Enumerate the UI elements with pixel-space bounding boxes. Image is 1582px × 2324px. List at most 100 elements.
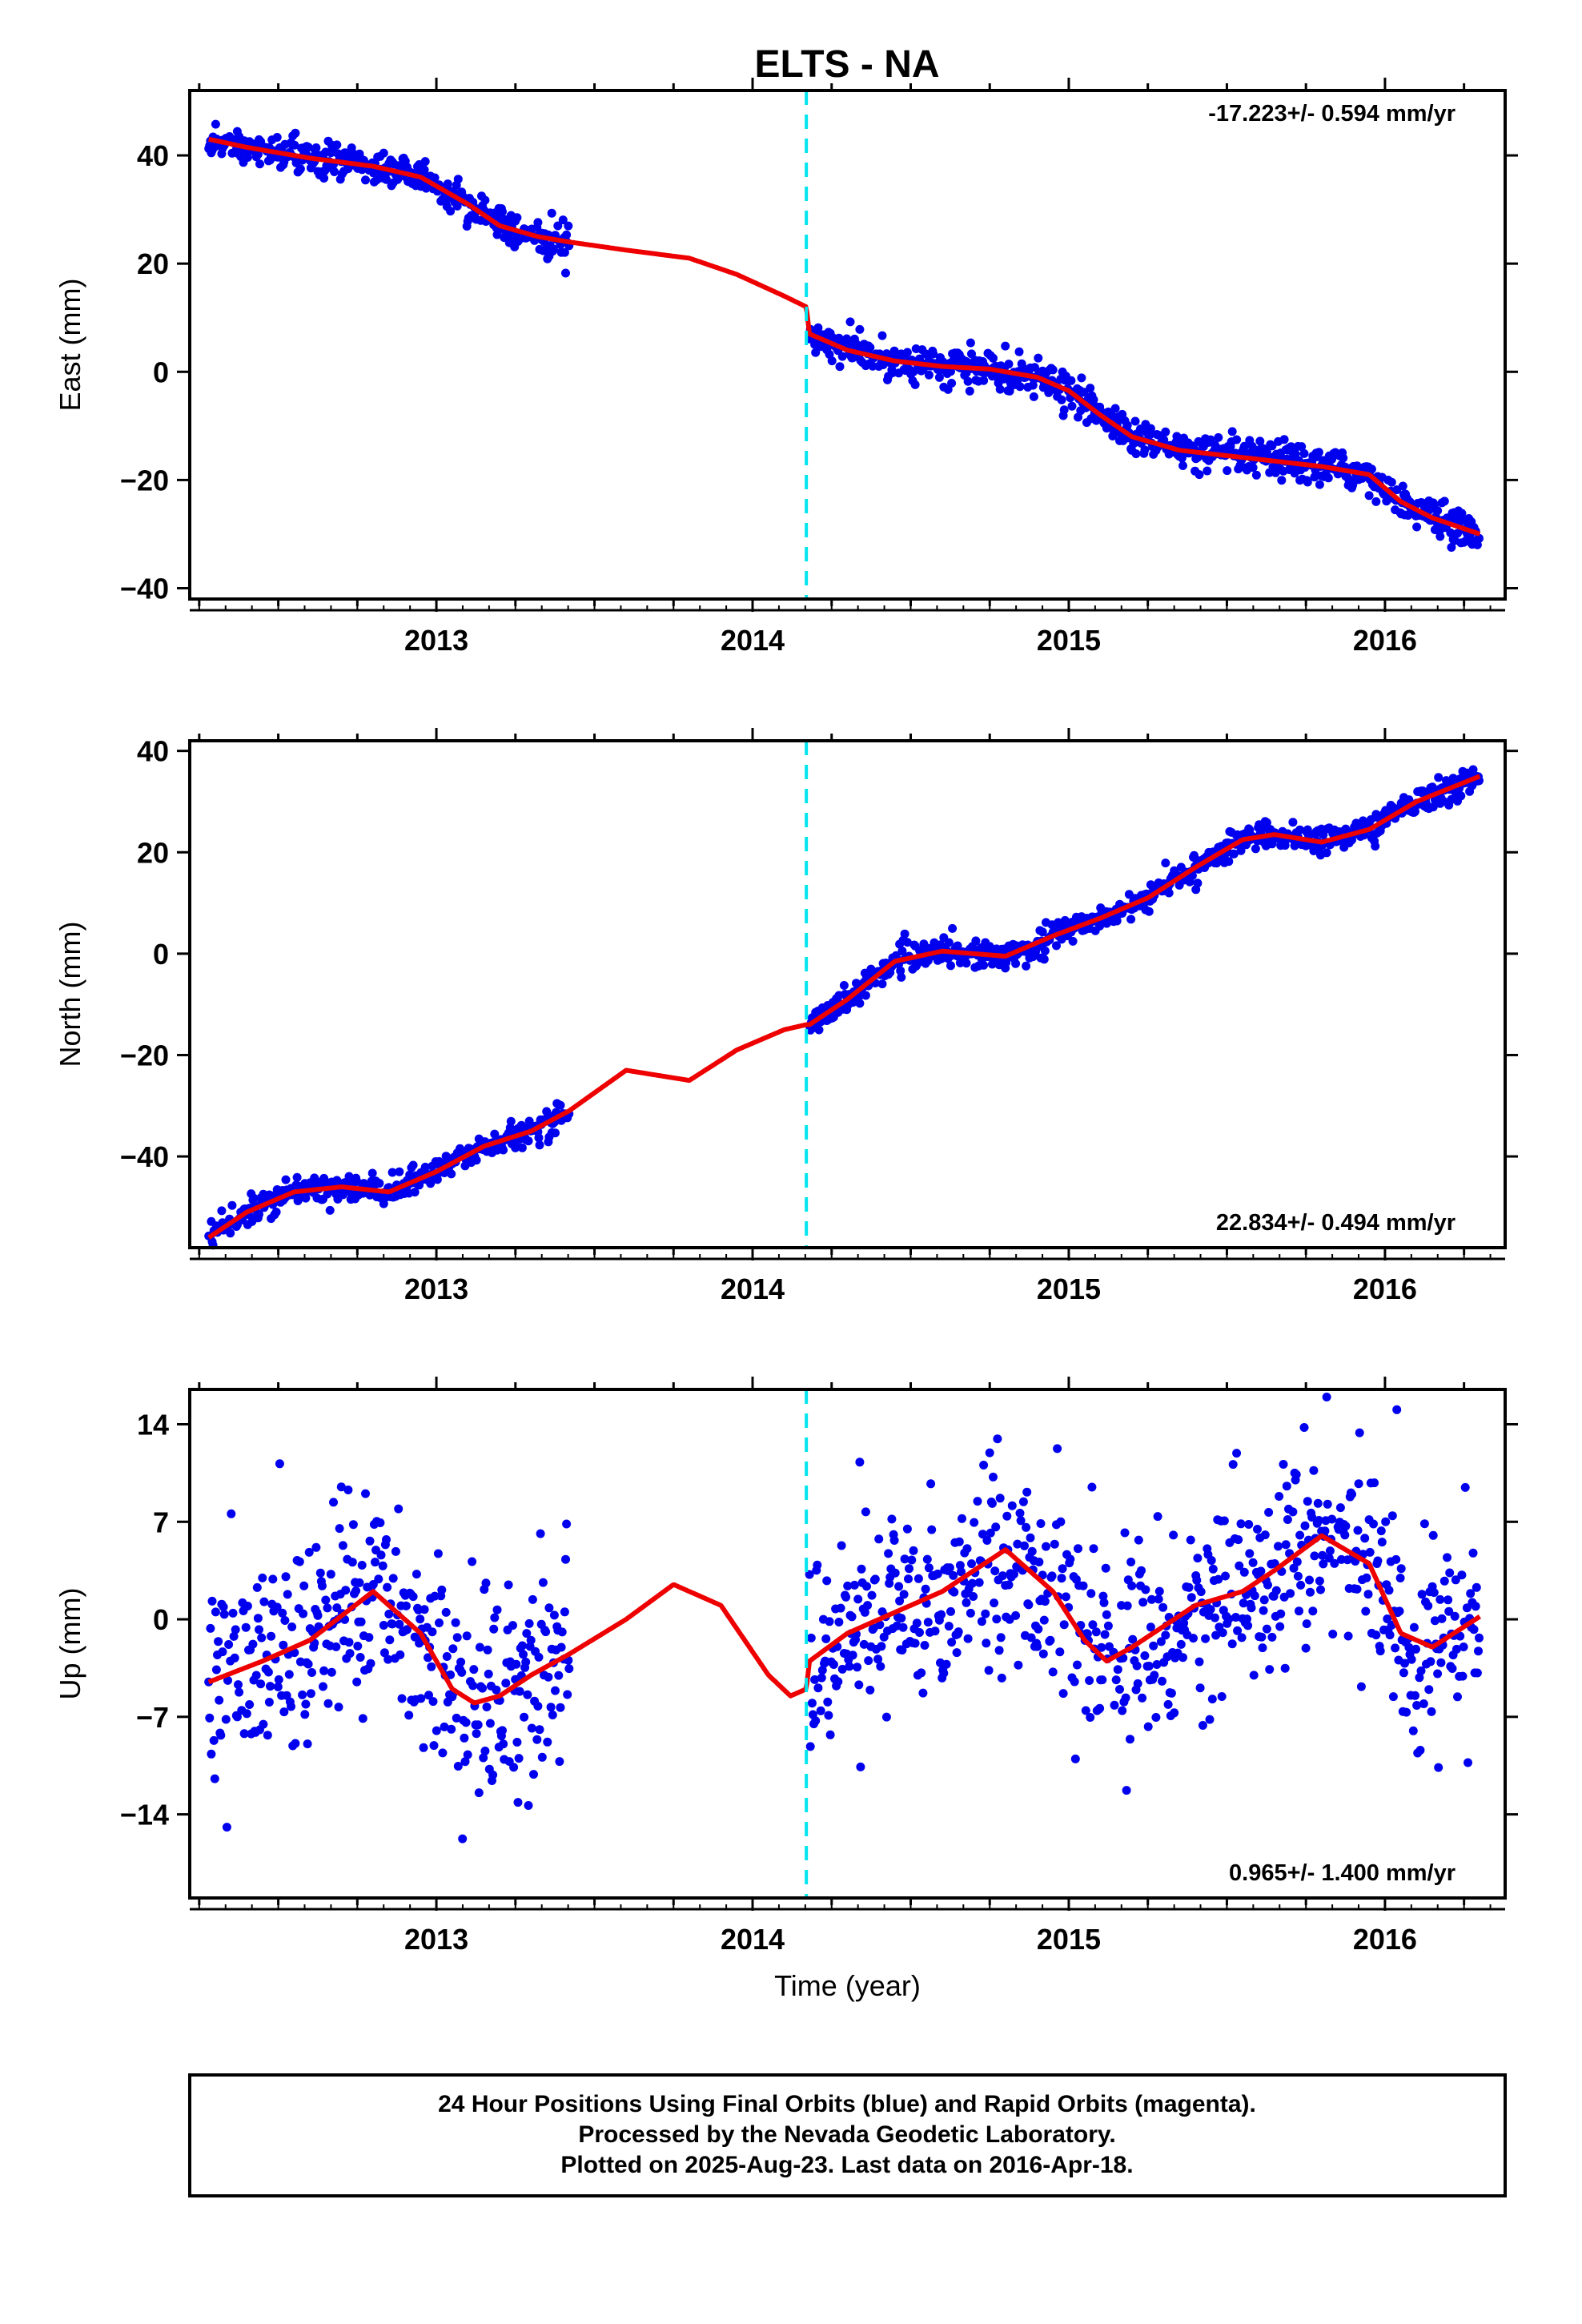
data-point: [1133, 1679, 1142, 1688]
data-point: [962, 1598, 971, 1607]
data-point: [313, 1610, 323, 1620]
data-point: [805, 1570, 814, 1579]
data-point: [1033, 1642, 1042, 1651]
data-point: [947, 379, 957, 388]
data-point: [1408, 1726, 1418, 1735]
data-point: [522, 1629, 532, 1638]
data-point: [1443, 1595, 1453, 1605]
data-point: [1306, 1587, 1315, 1597]
model-curve: [207, 1533, 1481, 1706]
data-point: [912, 1618, 921, 1628]
data-point: [1029, 392, 1038, 401]
data-point: [311, 1542, 321, 1552]
data-point: [383, 1655, 393, 1664]
data-point: [1265, 1665, 1275, 1675]
data-point: [948, 923, 958, 933]
data-point: [1429, 1588, 1439, 1598]
data-point: [847, 1612, 857, 1622]
data-point: [524, 1801, 533, 1810]
data-point: [1034, 1624, 1043, 1634]
data-point: [446, 207, 456, 216]
data-point: [384, 1610, 394, 1618]
data-point: [1189, 1634, 1198, 1643]
data-point: [1314, 448, 1323, 457]
data-point: [395, 1167, 404, 1176]
data-point: [452, 1713, 461, 1723]
data-point: [420, 1605, 429, 1614]
data-point: [492, 230, 502, 239]
data-point: [1058, 1564, 1067, 1574]
data-point: [1024, 1600, 1034, 1610]
data-point: [249, 1193, 259, 1203]
data-point: [835, 362, 845, 372]
y-tick-label: 20: [137, 836, 169, 869]
data-point: [1297, 442, 1307, 452]
data-point: [1407, 1655, 1416, 1664]
data-point: [1067, 401, 1077, 411]
data-point: [263, 1731, 272, 1740]
data-point: [376, 1550, 386, 1560]
data-point: [971, 936, 981, 946]
data-point: [967, 1559, 976, 1569]
data-point: [1001, 341, 1010, 351]
data-point: [1147, 1594, 1156, 1604]
footer-frame: [188, 2073, 1507, 2197]
data-point: [989, 1472, 998, 1482]
data-point: [429, 1741, 439, 1751]
data-point: [1161, 1630, 1170, 1640]
data-point: [253, 1614, 263, 1623]
data-point: [424, 1691, 433, 1700]
data-point: [345, 1649, 355, 1659]
data-point: [857, 1564, 866, 1574]
data-point: [837, 1664, 847, 1674]
data-point: [1150, 1671, 1159, 1680]
data-point: [1089, 1544, 1098, 1554]
data-point: [1412, 1701, 1422, 1710]
data-point: [1352, 1584, 1362, 1594]
data-point: [437, 1585, 447, 1594]
data-point: [1048, 365, 1058, 375]
x-tick-label: 2016: [1353, 624, 1417, 657]
data-point: [1011, 1610, 1021, 1620]
data-point: [969, 1592, 978, 1601]
data-point: [395, 1619, 404, 1629]
data-point: [534, 1133, 544, 1143]
data-point: [315, 1568, 325, 1578]
data-point: [1126, 1558, 1136, 1566]
data-point: [1434, 1763, 1443, 1772]
data-point: [1419, 1699, 1428, 1708]
data-point: [1211, 1613, 1219, 1622]
data-point: [954, 1627, 963, 1637]
data-point: [433, 1549, 443, 1558]
data-point: [536, 1529, 545, 1538]
data-point: [284, 1670, 294, 1679]
data-point: [863, 1601, 873, 1610]
data-point: [341, 1586, 351, 1595]
data-point: [1203, 466, 1212, 476]
data-point: [1395, 1574, 1405, 1582]
data-point: [1367, 464, 1376, 474]
x-tick-label: 2015: [1037, 624, 1101, 657]
data-point: [509, 1763, 519, 1772]
data-point: [1355, 1428, 1364, 1437]
data-point: [877, 331, 887, 340]
data-point: [473, 1720, 483, 1730]
data-point: [1095, 402, 1105, 412]
data-point: [267, 1631, 276, 1641]
data-point: [910, 380, 920, 389]
data-point: [281, 1175, 291, 1184]
plot-frame: [188, 1388, 1507, 1900]
data-point: [1243, 1621, 1253, 1630]
data-point: [255, 1625, 263, 1634]
data-point: [993, 1434, 1002, 1444]
data-point: [1353, 1526, 1363, 1535]
data-point: [1153, 1512, 1162, 1522]
data-point: [827, 356, 837, 366]
data-point: [557, 1627, 567, 1637]
data-point: [1295, 1606, 1303, 1616]
data-point: [562, 230, 572, 239]
data-point: [353, 1642, 363, 1651]
data-point: [527, 1723, 536, 1733]
data-point: [973, 1497, 982, 1506]
data-point: [1291, 449, 1300, 459]
